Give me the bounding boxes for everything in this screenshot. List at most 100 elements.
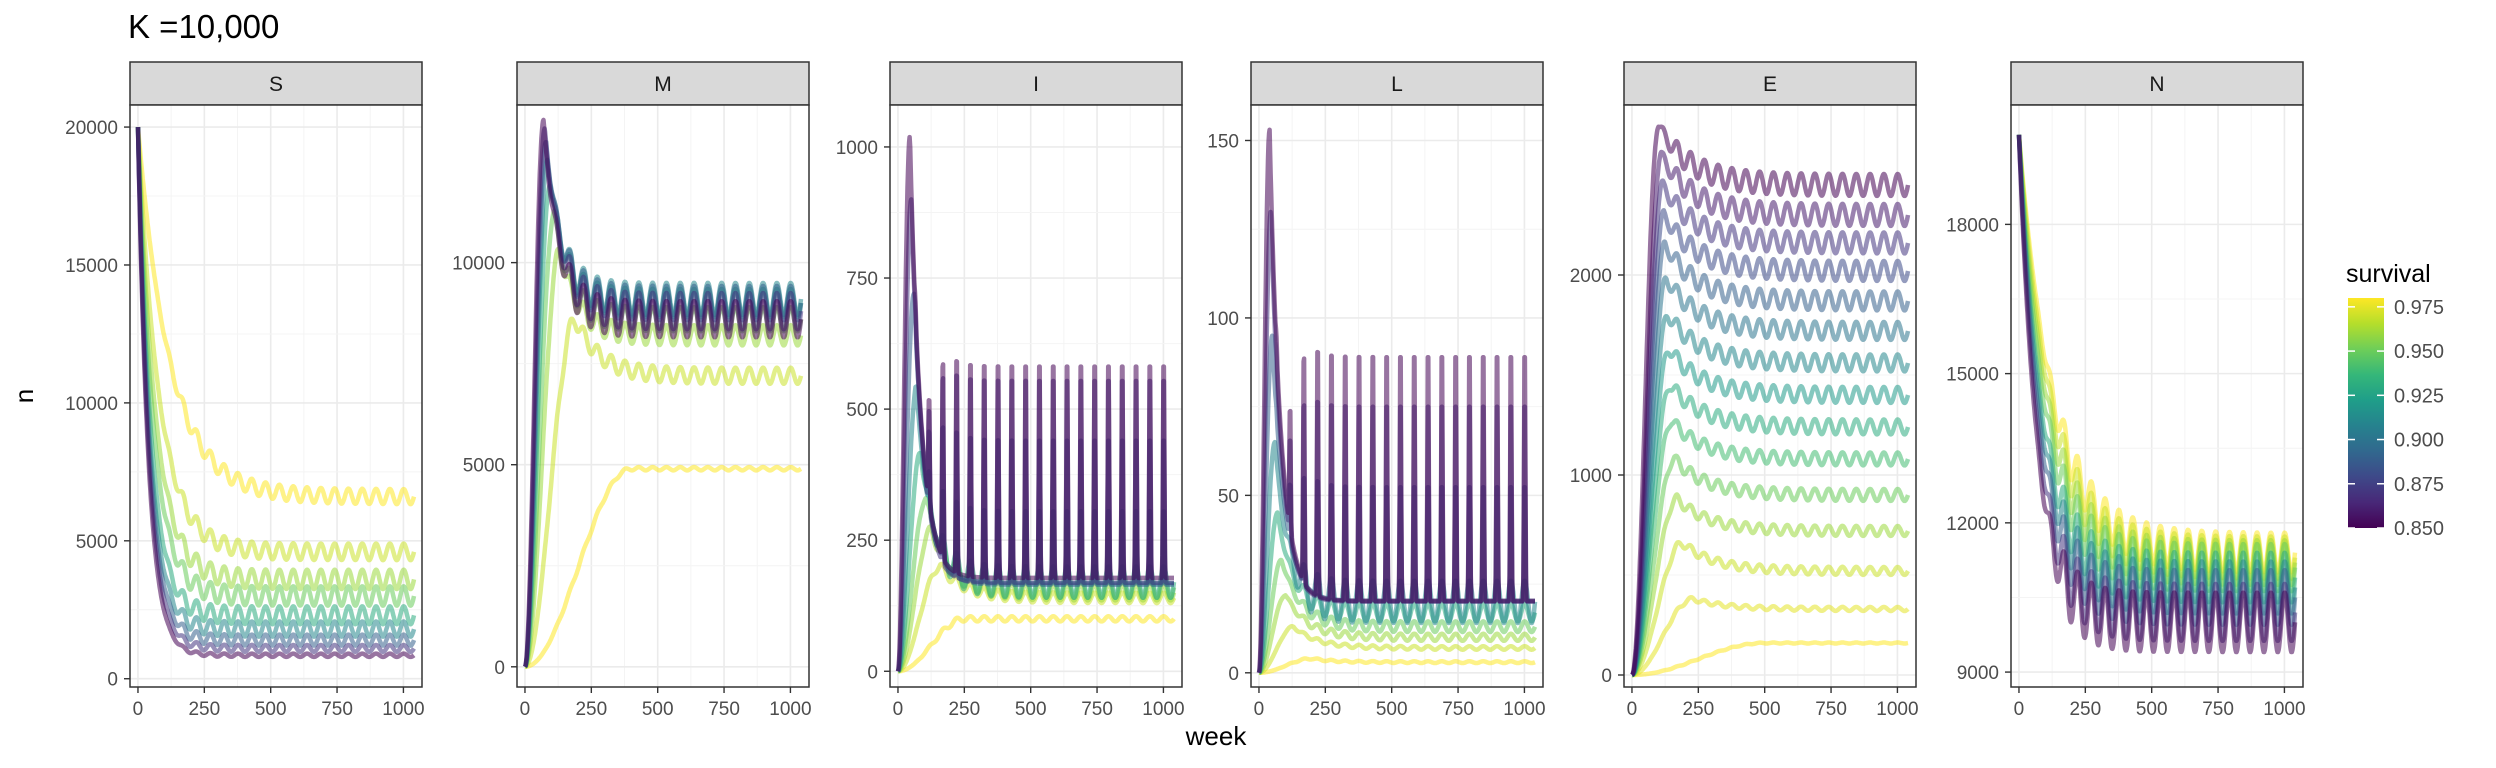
x-tick-N-3: 750 (2202, 699, 2234, 720)
x-tick-I-1: 250 (948, 699, 980, 720)
plot-border-N (2010, 104, 2304, 688)
gridlines-M (511, 105, 809, 693)
y-tick-N-1: 12000 (1946, 514, 1999, 535)
strip-label-S: S (269, 73, 283, 96)
x-tick-S-4: 1000 (382, 699, 424, 720)
panel-E: E 0 1000 2000 0 250 500 750 1000 (1570, 61, 1919, 720)
series-line-L-0.96 (1257, 593, 1537, 676)
panel-S: S 0 5000 10000 15000 20000 0 250 500 750… (65, 61, 425, 720)
strip-L (1250, 61, 1544, 106)
series-line-E-0.95 (1630, 453, 1911, 678)
x-tick-E-3: 750 (1815, 699, 1847, 720)
y-tick-I-2: 500 (846, 400, 878, 421)
x-tick-L-4: 1000 (1503, 699, 1545, 720)
x-axis-title: week (1185, 721, 1248, 751)
legend-title: survival (2346, 260, 2431, 288)
x-tick-S-0: 0 (133, 699, 144, 720)
x-tick-L-0: 0 (1254, 699, 1265, 720)
y-tick-S-0: 0 (107, 670, 118, 691)
series-line-E-0.92 (1630, 349, 1911, 678)
series-line-M-0.98 (523, 464, 803, 670)
series-line-S-0.96 (135, 127, 417, 592)
y-tick-L-1: 50 (1218, 486, 1239, 507)
panel-I: I 0 250 500 750 1000 0 250 500 750 1000 (836, 61, 1185, 720)
series-line-S-0.89 (135, 127, 417, 648)
x-tick-E-4: 1000 (1876, 699, 1918, 720)
plot-border-I (889, 104, 1183, 688)
y-tick-S-1: 5000 (76, 532, 118, 553)
series-N (2016, 134, 2298, 655)
series-line-I-0.98 (896, 613, 1176, 674)
series-E (1630, 124, 1911, 678)
x-tick-I-4: 1000 (1142, 699, 1184, 720)
x-tick-S-2: 500 (255, 699, 287, 720)
legend-label-5: 0.850 (2394, 518, 2444, 540)
series-line-E-0.98 (1630, 640, 1910, 678)
plot-border-E (1623, 104, 1917, 688)
plot-border-L (1250, 104, 1544, 688)
x-tick-L-3: 750 (1442, 699, 1474, 720)
series-line-S-0.87 (135, 127, 416, 655)
series-line-L-0.97 (1257, 624, 1537, 676)
x-tick-I-3: 750 (1081, 699, 1113, 720)
series-line-M-0.97 (523, 316, 804, 670)
strip-label-M: M (654, 73, 672, 96)
series-line-E-0.9 (1630, 275, 1911, 678)
x-tick-I-2: 500 (1015, 699, 1047, 720)
y-tick-S-4: 20000 (65, 118, 118, 139)
series-line-L-0.85 (1256, 127, 1537, 674)
plot-area-M (517, 105, 809, 687)
series-line-S-0.85 (135, 127, 416, 660)
series-line-M-0.85 (522, 117, 804, 668)
series-line-S-0.93 (135, 127, 417, 627)
y-tick-N-3: 18000 (1946, 215, 1999, 236)
legend-label-0: 0.975 (2394, 297, 2444, 319)
x-tick-E-2: 500 (1749, 699, 1781, 720)
series-line-E-0.85 (1630, 124, 1911, 677)
series-line-E-0.96 (1630, 492, 1911, 678)
legend-label-2: 0.925 (2394, 385, 2444, 407)
series-line-S-0.98 (135, 126, 417, 507)
series-M (522, 117, 804, 670)
strip-M (516, 61, 810, 106)
panel-M: M 0 5000 10000 0 250 500 750 1000 (452, 61, 812, 720)
strip-label-L: L (1391, 73, 1403, 96)
x-tick-M-0: 0 (520, 699, 531, 720)
strip-S (129, 61, 423, 106)
x-tick-N-4: 1000 (2263, 699, 2305, 720)
y-tick-M-0: 0 (494, 658, 505, 679)
series-I (895, 134, 1177, 674)
y-tick-I-3: 750 (846, 269, 878, 290)
series-line-I-0.85 (895, 134, 1176, 672)
series-line-L-0.95 (1257, 557, 1538, 675)
x-tick-N-2: 500 (2136, 699, 2168, 720)
plot-border-S (129, 104, 423, 688)
series-line-S-0.97 (135, 126, 417, 563)
series-line-E-0.89 (1630, 239, 1911, 677)
plot-border-M (516, 104, 810, 688)
series-line-E-0.93 (1630, 383, 1911, 678)
y-tick-E-0: 0 (1601, 666, 1612, 687)
series-line-S-0.91 (135, 127, 417, 639)
x-tick-N-1: 250 (2069, 699, 2101, 720)
chart-title: K =10,000 (128, 8, 279, 45)
y-tick-I-0: 0 (867, 662, 878, 683)
x-tick-S-1: 250 (188, 699, 220, 720)
y-tick-S-2: 10000 (65, 394, 118, 415)
strip-label-I: I (1033, 73, 1039, 96)
series-line-E-0.97 (1630, 539, 1910, 678)
series-L (1256, 127, 1538, 676)
y-tick-E-2: 2000 (1570, 266, 1612, 287)
y-tick-N-0: 9000 (1957, 663, 1999, 684)
x-tick-M-4: 1000 (769, 699, 811, 720)
y-tick-E-1: 1000 (1570, 466, 1612, 487)
strip-label-N: N (2149, 73, 2164, 96)
series-line-E-0.94 (1630, 418, 1911, 678)
y-axis-title: n (9, 389, 39, 403)
legend-label-1: 0.950 (2394, 341, 2444, 363)
series-line-S-0.95 (135, 127, 417, 608)
y-tick-I-4: 1000 (836, 138, 878, 159)
y-tick-L-0: 0 (1228, 664, 1239, 685)
x-tick-M-1: 250 (575, 699, 607, 720)
